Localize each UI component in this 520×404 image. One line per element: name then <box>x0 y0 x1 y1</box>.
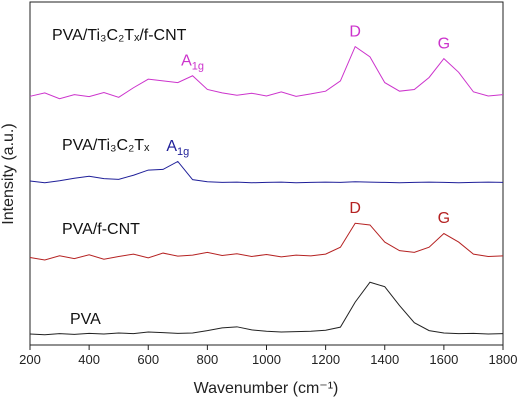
x-tick-label: 400 <box>78 352 100 367</box>
series-label: PVA <box>70 311 101 328</box>
peak-label-sub: 1g <box>177 146 189 158</box>
x-tick-label: 1400 <box>370 352 399 367</box>
peak-label: A1g <box>181 52 204 72</box>
x-tick-label: 200 <box>19 352 41 367</box>
spectrum-line <box>29 45 504 100</box>
x-tick-label: 600 <box>137 352 159 367</box>
peak-label-text: G <box>438 210 450 227</box>
plot-frame <box>29 1 504 346</box>
peak-label: D <box>349 200 361 217</box>
series-label: PVA/Ti₃C₂Tₓ/f-CNT <box>52 27 187 44</box>
x-axis-label: Wavenumber (cm⁻¹) <box>194 380 339 397</box>
peak-label-text: A <box>181 52 192 69</box>
peak-label-text: D <box>349 200 361 217</box>
x-tick-label: 1600 <box>429 352 458 367</box>
series-label: PVA/f-CNT <box>62 221 140 238</box>
peak-label: G <box>438 35 450 52</box>
spectrum-line <box>29 160 504 184</box>
x-tick-label: 1800 <box>489 352 518 367</box>
peak-label-text: D <box>349 23 361 40</box>
peak-label: A1g <box>166 138 189 158</box>
x-tick-label: 1000 <box>252 352 281 367</box>
series-label: PVA/Ti₃C₂Tₓ <box>62 137 150 154</box>
peak-label: D <box>349 23 361 40</box>
spectrum-line <box>29 222 504 261</box>
x-tick-label: 1200 <box>311 352 340 367</box>
y-axis-label: Intensity (a.u.) <box>0 123 17 224</box>
peak-label-text: G <box>438 35 450 52</box>
spectrum-line <box>29 281 504 336</box>
peak-label-sub: 1g <box>192 60 204 72</box>
x-tick-label: 800 <box>197 352 219 367</box>
peak-label: G <box>438 210 450 227</box>
peak-label-text: A <box>166 138 177 155</box>
